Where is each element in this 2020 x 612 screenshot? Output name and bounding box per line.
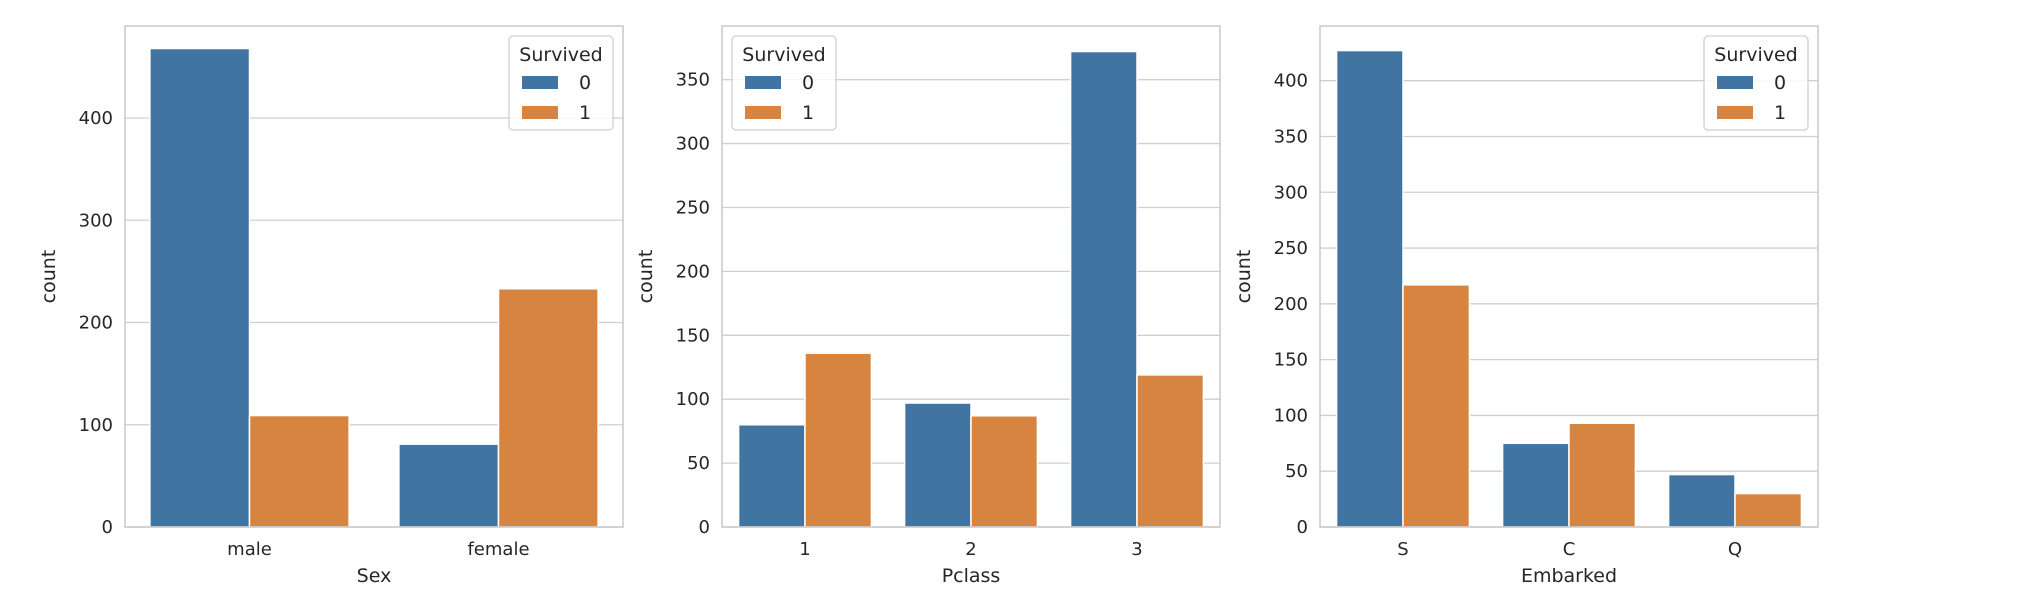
legend-label-0: 0 — [579, 72, 591, 94]
legend-swatch-1 — [522, 106, 558, 119]
y-tick-label: 100 — [676, 389, 710, 410]
legend-label-0: 0 — [1774, 72, 1786, 94]
y-tick-label: 200 — [676, 261, 710, 282]
y-tick-label: 400 — [1274, 71, 1308, 92]
legend-title: Survived — [1714, 44, 1797, 66]
bar-male-survived-1 — [248, 414, 350, 528]
bar-female-survived-0 — [398, 443, 500, 528]
y-tick-label: 0 — [699, 517, 710, 538]
plot-frame — [124, 25, 624, 528]
bar-S-survived-0 — [1335, 49, 1404, 528]
legend: Survived 0 1 — [508, 35, 614, 131]
bar-1-survived-0 — [737, 424, 806, 528]
x-tick-label: Q — [1728, 539, 1742, 560]
y-tick-label: 250 — [676, 197, 710, 218]
x-axis-label: Embarked — [1521, 565, 1617, 587]
bar-C-survived-1 — [1568, 422, 1637, 528]
y-tick-label: 250 — [1274, 238, 1308, 259]
x-tick-label: 2 — [965, 539, 976, 560]
legend: Survived 0 1 — [731, 35, 837, 131]
y-tick-label: 150 — [676, 325, 710, 346]
bar-C-survived-0 — [1501, 442, 1570, 528]
y-tick-label: 200 — [79, 313, 113, 334]
y-tick-label: 400 — [79, 108, 113, 129]
legend-title: Survived — [519, 44, 602, 66]
legend-label-1: 1 — [579, 102, 591, 124]
bar-1-survived-1 — [804, 352, 873, 528]
y-axis-label: count — [635, 250, 657, 304]
y-tick-label: 50 — [687, 453, 710, 474]
legend-swatch-1 — [745, 106, 781, 119]
x-tick-label: 3 — [1131, 539, 1142, 560]
y-axis-label: count — [1233, 250, 1255, 304]
legend-label-1: 1 — [1774, 102, 1786, 124]
legend-swatch-0 — [745, 76, 781, 89]
y-tick-label: 50 — [1285, 461, 1308, 482]
y-tick-label: 0 — [1297, 517, 1308, 538]
bar-2-survived-0 — [903, 402, 972, 528]
chart-panel-3: 0 50 100 150 200 250 300 350 400 S C Q Embarked count… — [1233, 25, 1819, 587]
y-tick-label: 0 — [102, 517, 113, 538]
y-tick-label: 300 — [1274, 182, 1308, 203]
chart-panel-2: 0 50 100 150 200 250 300 350 1 2 3 Pclass count Survi… — [635, 25, 1221, 587]
bar-Q-survived-0 — [1667, 473, 1736, 528]
bar-2-survived-1 — [970, 415, 1039, 528]
plot-frame — [721, 25, 1221, 528]
x-axis-label: Pclass — [942, 565, 1001, 587]
bar-male-survived-0 — [149, 47, 251, 528]
chart-panel-1: 0 100 200 300 400 male female Sex count Survived 0… — [38, 25, 624, 587]
legend-swatch-0 — [1717, 76, 1753, 89]
x-tick-label: 1 — [799, 539, 810, 560]
legend-title: Survived — [742, 44, 825, 66]
y-axis-label: count — [38, 250, 60, 304]
y-tick-label: 100 — [1274, 405, 1308, 426]
x-tick-label: male — [227, 539, 272, 560]
y-tick-label: 350 — [1274, 126, 1308, 147]
bar-3-survived-0 — [1069, 50, 1138, 528]
y-tick-label: 150 — [1274, 350, 1308, 371]
bar-female-survived-1 — [497, 288, 599, 528]
plot-frame — [1319, 25, 1819, 528]
y-tick-label: 200 — [1274, 294, 1308, 315]
legend-label-1: 1 — [802, 102, 814, 124]
bar-Q-survived-1 — [1734, 492, 1803, 528]
y-tick-label: 350 — [676, 70, 710, 91]
y-tick-label: 300 — [79, 210, 113, 231]
y-tick-label: 100 — [79, 415, 113, 436]
x-tick-label: C — [1563, 539, 1576, 560]
x-axis-label: Sex — [357, 565, 392, 587]
legend-swatch-1 — [1717, 106, 1753, 119]
bar-3-survived-1 — [1136, 374, 1205, 528]
x-tick-label: S — [1397, 539, 1408, 560]
y-tick-label: 300 — [676, 134, 710, 155]
legend-label-0: 0 — [802, 72, 814, 94]
legend-swatch-0 — [522, 76, 558, 89]
x-tick-label: female — [467, 539, 529, 560]
legend: Survived 0 1 — [1703, 35, 1809, 131]
bar-S-survived-1 — [1402, 284, 1471, 528]
